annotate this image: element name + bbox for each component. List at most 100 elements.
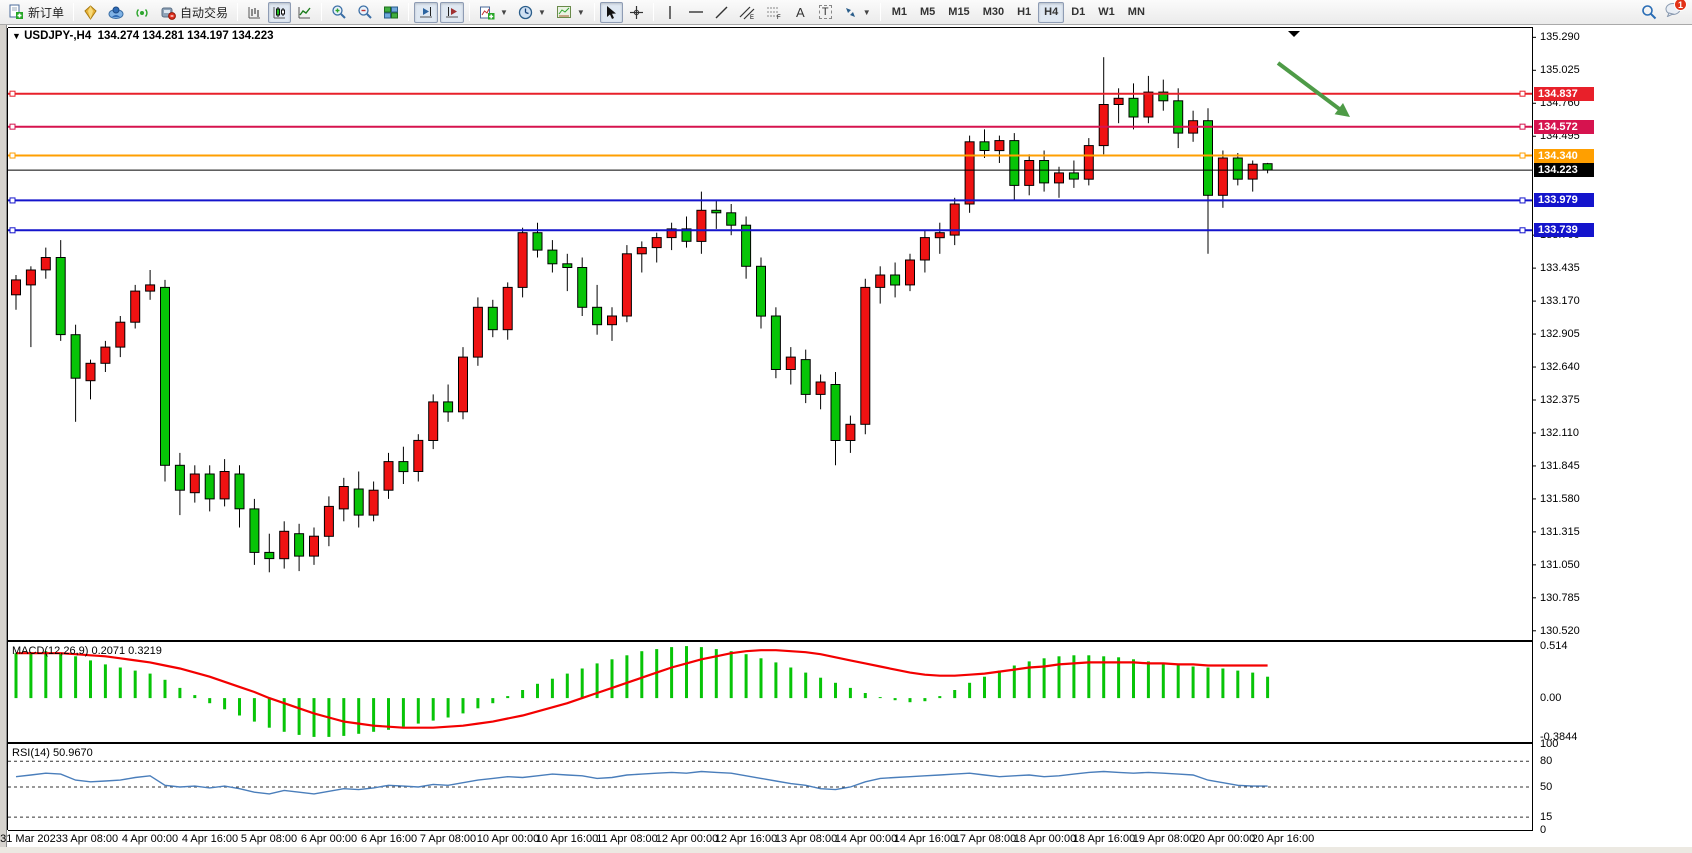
periods-button[interactable]: ▼ [514,2,550,23]
new-order-icon [9,4,23,19]
market-depth-button[interactable] [79,2,102,23]
candlestick-icon [273,6,286,18]
time-axis-label: 3 Apr 08:00 [61,833,119,845]
timeframe-w1-button[interactable]: W1 [1098,6,1115,18]
current-price-badge: 134.223 [1534,163,1594,178]
tile-windows-button[interactable] [379,2,403,23]
toolbar-separator [321,3,323,21]
signals-button[interactable] [131,2,154,23]
chart-canvas[interactable] [0,25,1692,853]
community-button[interactable] [104,2,129,23]
auto-trading-button[interactable]: 自动交易 [156,2,232,23]
candles [11,57,1273,573]
timeframe-mn-button[interactable]: MN [1127,6,1145,18]
arrows-tool-button[interactable]: ▼ [839,2,875,23]
time-axis-label: 20 Apr 16:00 [1251,833,1315,845]
line-chart-mode-button[interactable] [293,2,316,23]
timeframe-m5-button[interactable]: M5 [920,6,936,18]
horizontal-level-lines[interactable] [8,90,1532,234]
axis-tick-label: 133.435 [1540,262,1580,275]
channel-tool-button[interactable]: E [735,2,760,23]
level-price-badge: 134.340 [1534,148,1594,163]
level-price-badge: 133.979 [1534,193,1594,208]
macd-signal-line [16,649,1268,729]
bar-chart-icon [248,6,261,18]
auto-scroll-button[interactable] [414,1,439,23]
arrows-tool-icon [845,7,855,17]
chart-ohlc-readout: 134.274 134.281 134.197 134.223 [97,30,274,42]
vertical-line-tool-button[interactable] [659,2,682,23]
trend-arrow-annotation[interactable] [1276,61,1350,117]
axis-tick-label: 133.170 [1540,295,1580,308]
cursor-tool-button[interactable] [599,1,623,23]
templates-button[interactable]: ▼ [552,2,589,23]
trendline-icon [715,6,728,18]
time-axis-label: 6 Apr 00:00 [300,833,358,845]
rsi-line [15,770,1268,795]
rsi-level-lines [8,760,1532,818]
rsi-indicator-header: RSI(14) 50.9670 [12,747,93,759]
chart-window: ▼ USDJPY-,H4 134.274 134.281 134.197 134… [0,25,1692,853]
dropdown-arrow-icon: ▼ [862,7,871,17]
crosshair-tool-button[interactable] [625,2,648,23]
timeframe-d1-button[interactable]: D1 [1071,6,1086,18]
notifications-button[interactable]: 1 [1665,0,1687,22]
svg-text:F: F [777,15,781,20]
axis-tick-label: 132.640 [1540,361,1580,374]
notification-count-badge: 1 [1674,0,1687,11]
axis-tick-label: 80 [1540,755,1553,768]
fibonacci-tool-button[interactable]: F [762,2,787,23]
equidistant-channel-icon: E [739,6,755,20]
timeframe-m15-button[interactable]: M15 [948,6,970,18]
axis-tick-label: 50 [1540,781,1553,793]
axis-tick-label: 0.00 [1540,692,1562,705]
label-tool-button[interactable]: T [814,2,837,23]
time-axis-label: 10 Apr 00:00 [476,833,540,845]
bar-chart-mode-button[interactable] [243,2,266,23]
window-bottom-frame [0,847,1692,853]
time-axis-label: 18 Apr 00:00 [1013,833,1077,845]
axis-tick-label: 0 [1540,824,1547,836]
time-axis-label: 6 Apr 16:00 [360,833,418,845]
zoom-in-button[interactable] [327,2,351,23]
toolbar-separator [237,3,239,21]
signals-icon [136,8,148,17]
time-axis-label: 10 Apr 16:00 [535,833,599,845]
chart-shift-button[interactable] [440,1,465,23]
template-icon [556,6,571,18]
axis-tick-label: 135.025 [1540,64,1580,77]
axis-tick-label: 131.315 [1540,525,1580,538]
axis-tick-label: -0.3844 [1540,731,1578,744]
trendline-tool-button[interactable] [710,2,733,23]
cursor-arrow-icon [607,5,617,19]
toolbar: 新订单 自动交易 [0,0,1692,25]
axis-tick-label: 15 [1540,811,1553,824]
horizontal-line-tool-button[interactable] [684,2,708,23]
new-order-button[interactable]: 新订单 [4,2,68,23]
toolbar-separator [469,3,471,21]
zoom-out-button[interactable] [353,2,377,23]
time-axis-label: 12 Apr 16:00 [714,833,778,845]
axis-tick-label: 130.520 [1540,624,1580,637]
axis-tick-label: 131.580 [1540,492,1580,505]
text-tool-button[interactable]: A [789,2,812,23]
timeframe-m1-button[interactable]: M1 [891,6,907,18]
toolbar-separator [652,3,654,21]
time-axis-label: 14 Apr 00:00 [834,833,898,845]
timeframe-h4-button[interactable]: H4 [1038,1,1065,23]
axis-tick-label: 132.905 [1540,328,1580,341]
axis-tick-label: 131.050 [1540,558,1580,571]
svg-text:E: E [750,15,754,20]
price-axis-ticks [1532,36,1536,632]
axis-tick-label: 0.514 [1540,639,1568,652]
candlestick-mode-button[interactable] [268,1,292,23]
timeframe-group: M1 M5 M15 M30 H1 H4 D1 W1 MN [886,1,1151,23]
auto-scroll-icon [420,7,433,18]
timeframe-h1-button[interactable]: H1 [1017,6,1032,18]
timeframe-m30-button[interactable]: M30 [982,6,1005,18]
axis-tick-label: 132.110 [1540,426,1579,439]
indicators-button[interactable]: ▼ [475,2,512,23]
search-icon[interactable] [1641,4,1657,20]
fibonacci-icon: F [766,7,781,20]
collapse-indicators-icon[interactable]: ▼ [12,31,21,41]
